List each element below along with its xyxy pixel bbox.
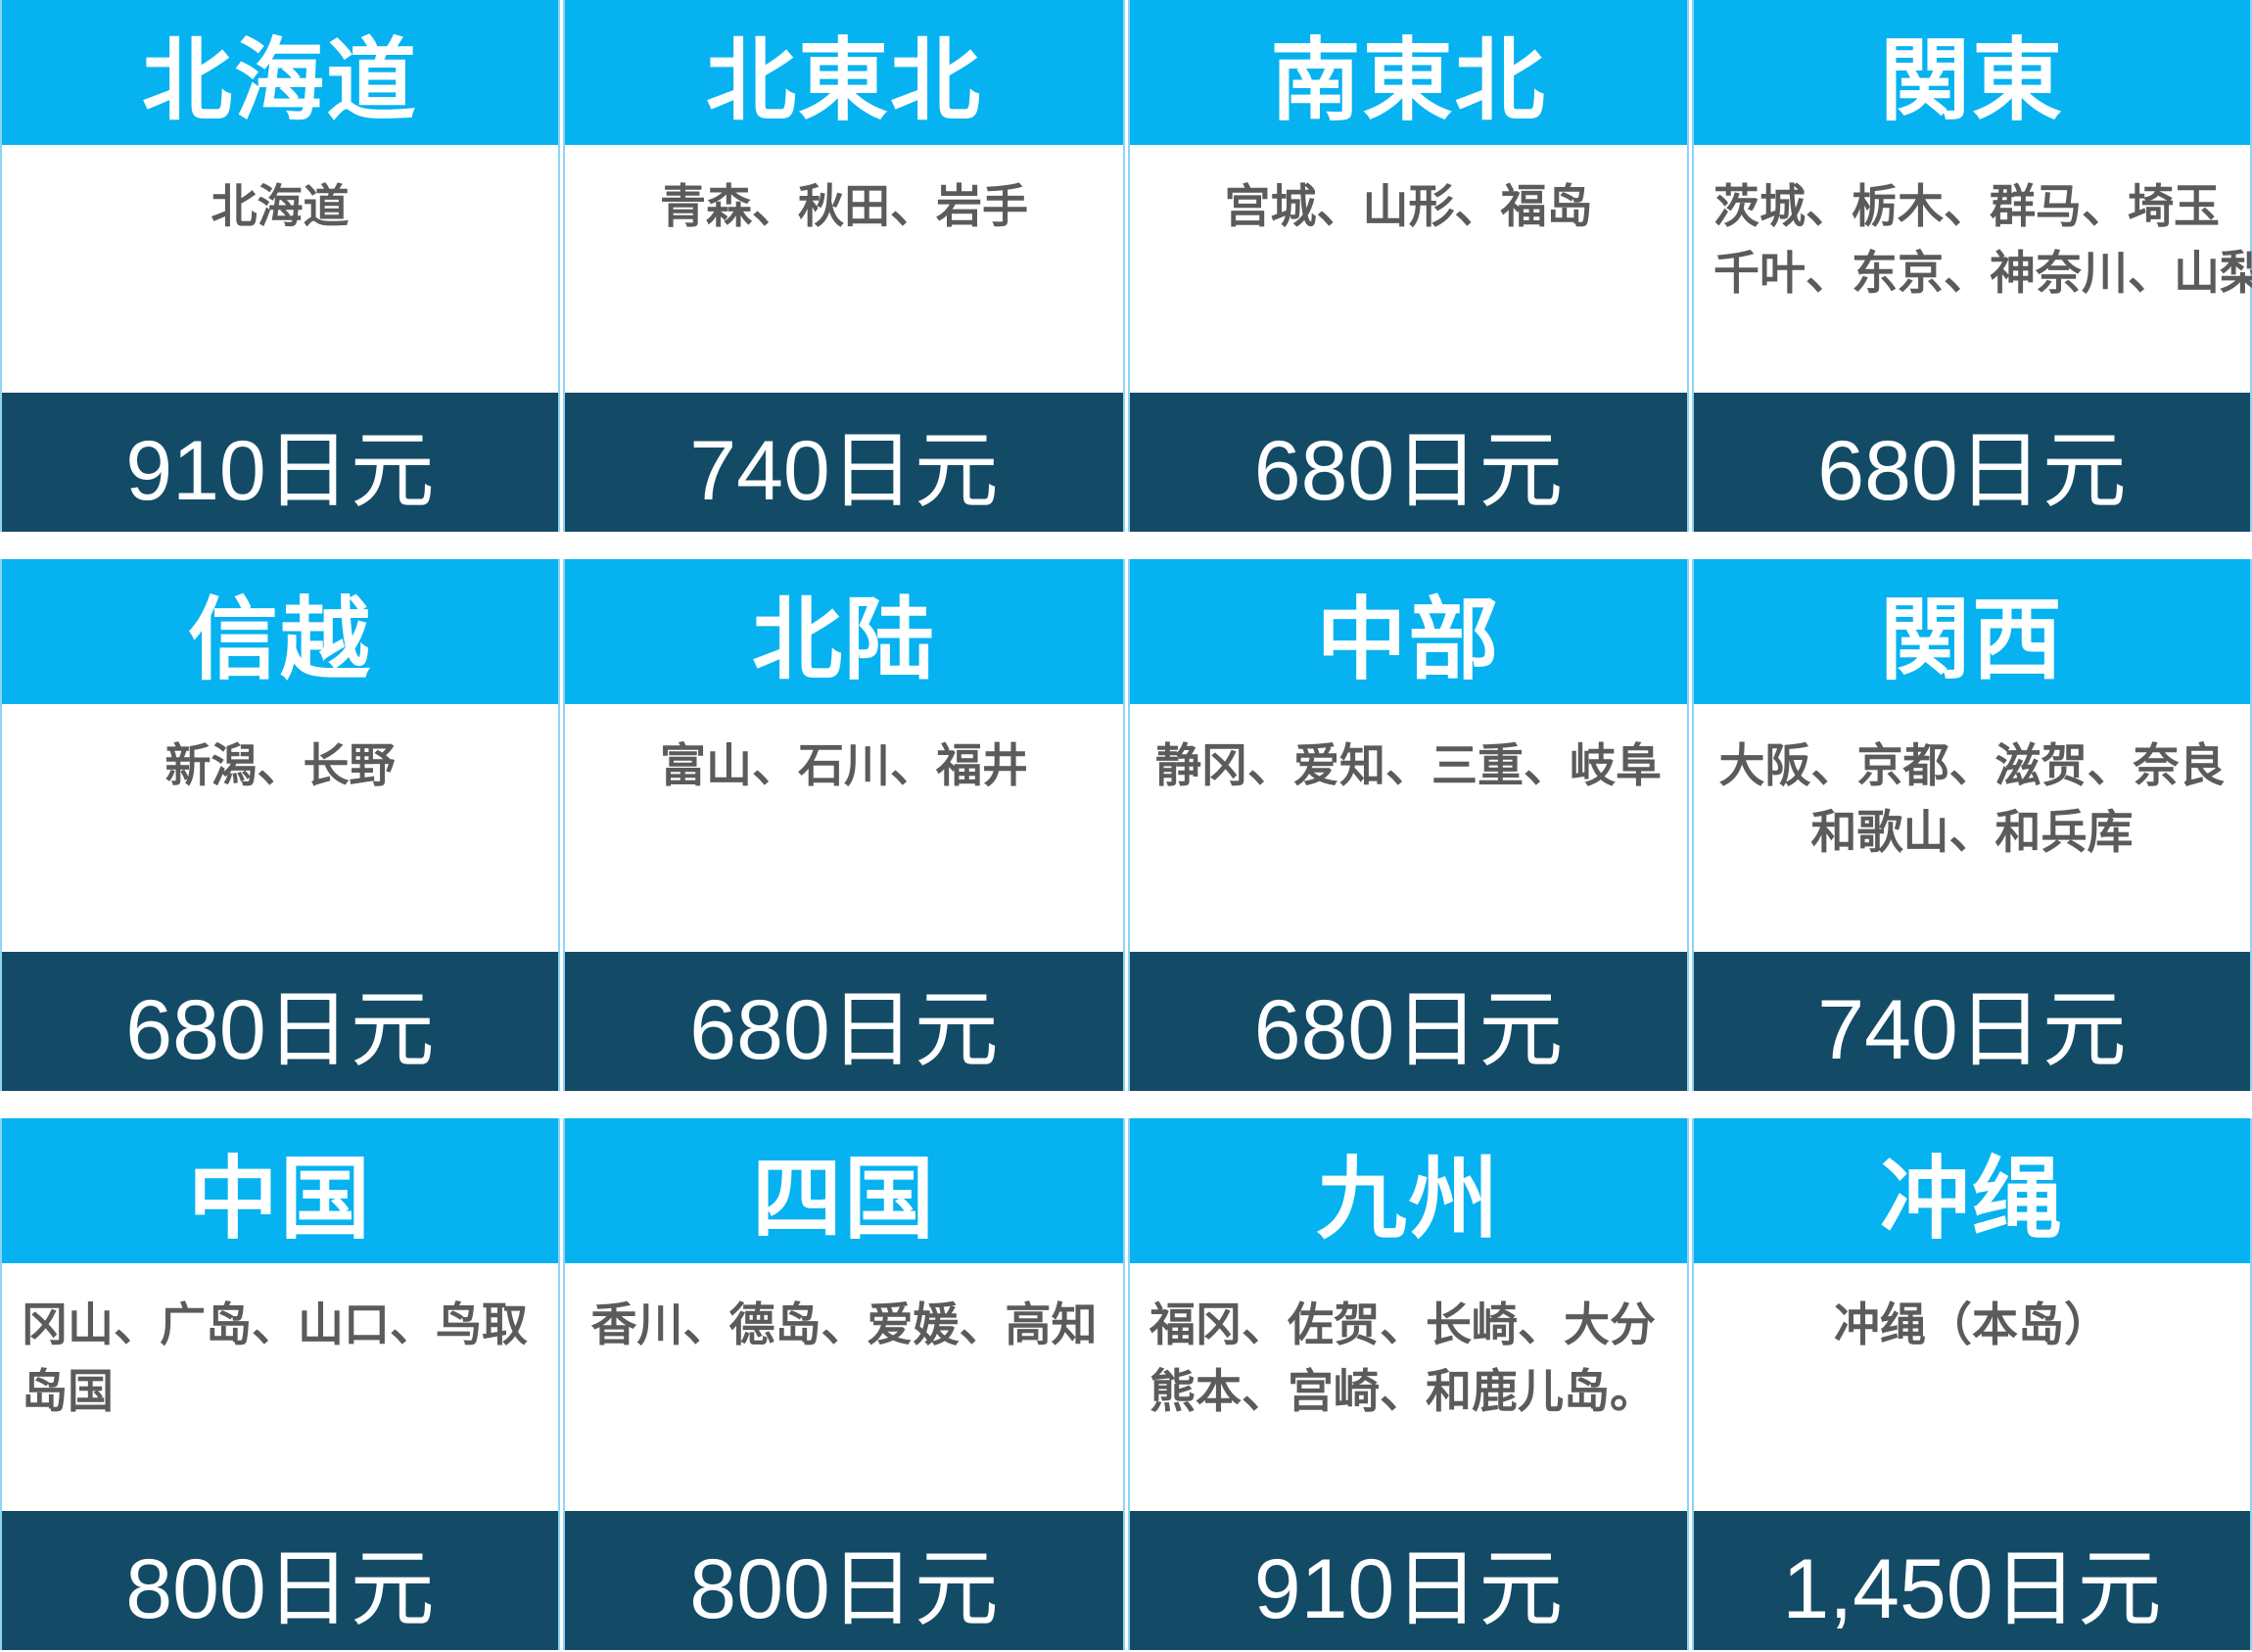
region-card: 関西 大阪、京都、滋贺、奈良 和歌山、和兵库 740日元	[1692, 559, 2252, 1091]
region-name: 冲绳	[1694, 1118, 2250, 1263]
region-card: 中国 冈山、广岛、山口、鸟取 岛国 800日元	[0, 1118, 560, 1650]
prefecture-list: 茨城、栃木、群马、埼玉 千叶、东京、神奈川、山梨	[1694, 145, 2252, 393]
shipping-price: 680日元	[1694, 393, 2250, 532]
shipping-price: 1,450日元	[1694, 1511, 2250, 1650]
prefecture-line: 静冈、爱知、三重、岐阜	[1155, 739, 1662, 793]
prefecture-line: 大阪、京都、滋贺、奈良	[1718, 739, 2226, 793]
region-name: 中部	[1130, 559, 1687, 704]
prefecture-list: 香川、德岛、爱媛、高知	[565, 1263, 1123, 1511]
prefecture-list: 大阪、京都、滋贺、奈良 和歌山、和兵库	[1694, 704, 2250, 952]
shipping-price: 910日元	[1130, 1511, 1687, 1650]
shipping-price: 680日元	[1130, 952, 1687, 1091]
prefecture-line: 冈山、广岛、山口、鸟取	[22, 1298, 528, 1352]
shipping-price: 800日元	[2, 1511, 558, 1650]
shipping-price: 800日元	[565, 1511, 1123, 1650]
region-card: 南東北宫城、山形、福岛 680日元	[1128, 0, 1689, 532]
prefecture-list: 富山、石川、福井	[565, 704, 1123, 952]
prefecture-list: 冲绳（本岛）	[1694, 1263, 2250, 1511]
region-card: 北東北青森、秋田、岩手 740日元	[563, 0, 1125, 532]
prefecture-line: 千叶、东京、神奈川、山梨	[1713, 247, 2252, 301]
region-name: 南東北	[1130, 0, 1687, 145]
prefecture-list: 静冈、爱知、三重、岐阜	[1130, 704, 1687, 952]
prefecture-line: 青森、秋田、岩手	[660, 180, 1028, 234]
prefecture-line: 北海道	[211, 180, 350, 234]
shipping-price: 910日元	[2, 393, 558, 532]
shipping-price: 680日元	[2, 952, 558, 1091]
shipping-price: 740日元	[1694, 952, 2250, 1091]
prefecture-line: 冲绳（本岛）	[1834, 1298, 2110, 1352]
region-card: 四国香川、德岛、爱媛、高知 800日元	[563, 1118, 1125, 1650]
region-name: 関西	[1694, 559, 2250, 704]
shipping-price: 740日元	[565, 393, 1123, 532]
region-card: 関東 茨城、栃木、群马、埼玉 千叶、东京、神奈川、山梨 680日元	[1692, 0, 2252, 532]
prefecture-line: 香川、德岛、爱媛、高知	[590, 1298, 1098, 1352]
region-name: 北東北	[565, 0, 1123, 145]
region-card: 九州 福冈、佐贺、长崎、大分 熊本、宫崎、和鹿儿岛。 910日元	[1128, 1118, 1689, 1650]
region-name: 北陆	[565, 559, 1123, 704]
region-name: 北海道	[2, 0, 558, 145]
prefecture-line: 熊本、宫崎、和鹿儿岛。	[1149, 1365, 1656, 1419]
prefecture-list: 北海道	[2, 145, 558, 393]
prefecture-line: 宫城、山形、福岛	[1224, 180, 1593, 234]
region-name: 中国	[2, 1118, 558, 1263]
prefecture-list: 青森、秋田、岩手	[565, 145, 1123, 393]
region-card: 北海道 北海道 910日元	[0, 0, 560, 532]
region-card: 中部静冈、爱知、三重、岐阜 680日元	[1128, 559, 1689, 1091]
prefecture-line: 茨城、栃木、群马、埼玉	[1713, 180, 2220, 234]
prefecture-line: 岛国	[22, 1365, 114, 1419]
region-name: 関東	[1694, 0, 2250, 145]
shipping-price: 680日元	[565, 952, 1123, 1091]
prefecture-line: 和歌山、和兵库	[1810, 806, 2134, 860]
region-card: 信越新潟、长野 680日元	[0, 559, 560, 1091]
prefecture-list: 福冈、佐贺、长崎、大分 熊本、宫崎、和鹿儿岛。	[1130, 1263, 1687, 1511]
region-card: 冲绳冲绳（本岛） 1,450日元	[1692, 1118, 2252, 1650]
region-name: 四国	[565, 1118, 1123, 1263]
region-name: 九州	[1130, 1118, 1687, 1263]
prefecture-line: 富山、石川、福井	[660, 739, 1028, 793]
region-card: 北陆富山、石川、福井 680日元	[563, 559, 1125, 1091]
prefecture-list: 冈山、广岛、山口、鸟取 岛国	[2, 1263, 558, 1511]
prefecture-line: 福冈、佐贺、长崎、大分	[1149, 1298, 1656, 1352]
prefecture-list: 宫城、山形、福岛	[1130, 145, 1687, 393]
prefecture-list: 新潟、长野	[2, 704, 558, 952]
shipping-price: 680日元	[1130, 393, 1687, 532]
prefecture-line: 新潟、长野	[164, 739, 396, 793]
region-name: 信越	[2, 559, 558, 704]
